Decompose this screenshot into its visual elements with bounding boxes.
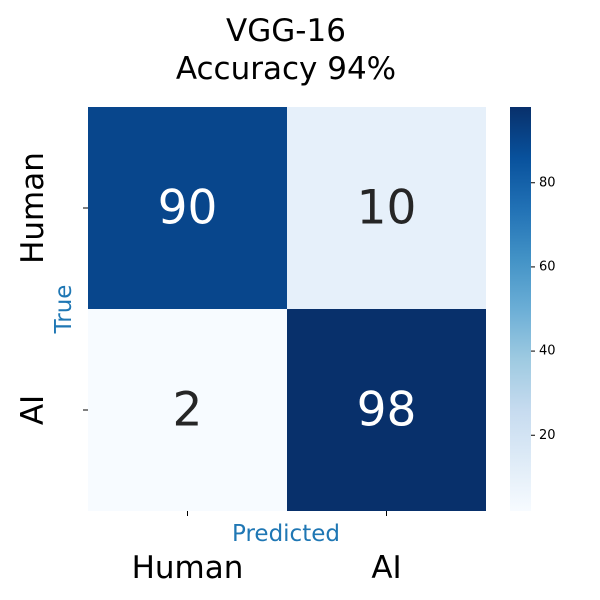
colorbar: 20 40 60 80	[510, 107, 556, 511]
heatmap-cell-1-1	[287, 309, 486, 511]
heatmap-cells: 90 10 2 98	[88, 107, 486, 511]
y-axis-label: True	[51, 285, 77, 335]
heatmap-cell-1-0	[88, 309, 287, 511]
chart-title-line-2: Accuracy 94%	[176, 51, 396, 87]
colorbar-gradient	[510, 107, 531, 511]
x-axis-ticks: Human AI	[132, 511, 402, 586]
colorbar-tick-label: 60	[539, 259, 556, 274]
cell-value-0-1: 10	[357, 181, 417, 236]
x-tick-label: AI	[371, 550, 401, 586]
heatmap-cell-0-0	[88, 107, 287, 309]
colorbar-tick-label: 80	[539, 175, 556, 190]
cell-value-0-0: 90	[158, 181, 218, 236]
chart-title-line-1: VGG-16	[226, 13, 346, 49]
colorbar-ticks: 20 40 60 80	[531, 175, 556, 443]
colorbar-tick-label: 20	[539, 428, 556, 443]
y-axis-ticks: Human AI	[15, 152, 88, 425]
y-tick-label: Human	[15, 152, 51, 264]
x-axis-label: Predicted	[232, 521, 340, 547]
cell-value-1-1: 98	[357, 383, 417, 438]
colorbar-tick-label: 40	[539, 344, 556, 359]
heatmap-cell-0-1	[287, 107, 486, 309]
y-tick-label: AI	[15, 395, 51, 425]
x-tick-label: Human	[132, 550, 244, 586]
cell-value-1-0: 2	[173, 383, 203, 438]
